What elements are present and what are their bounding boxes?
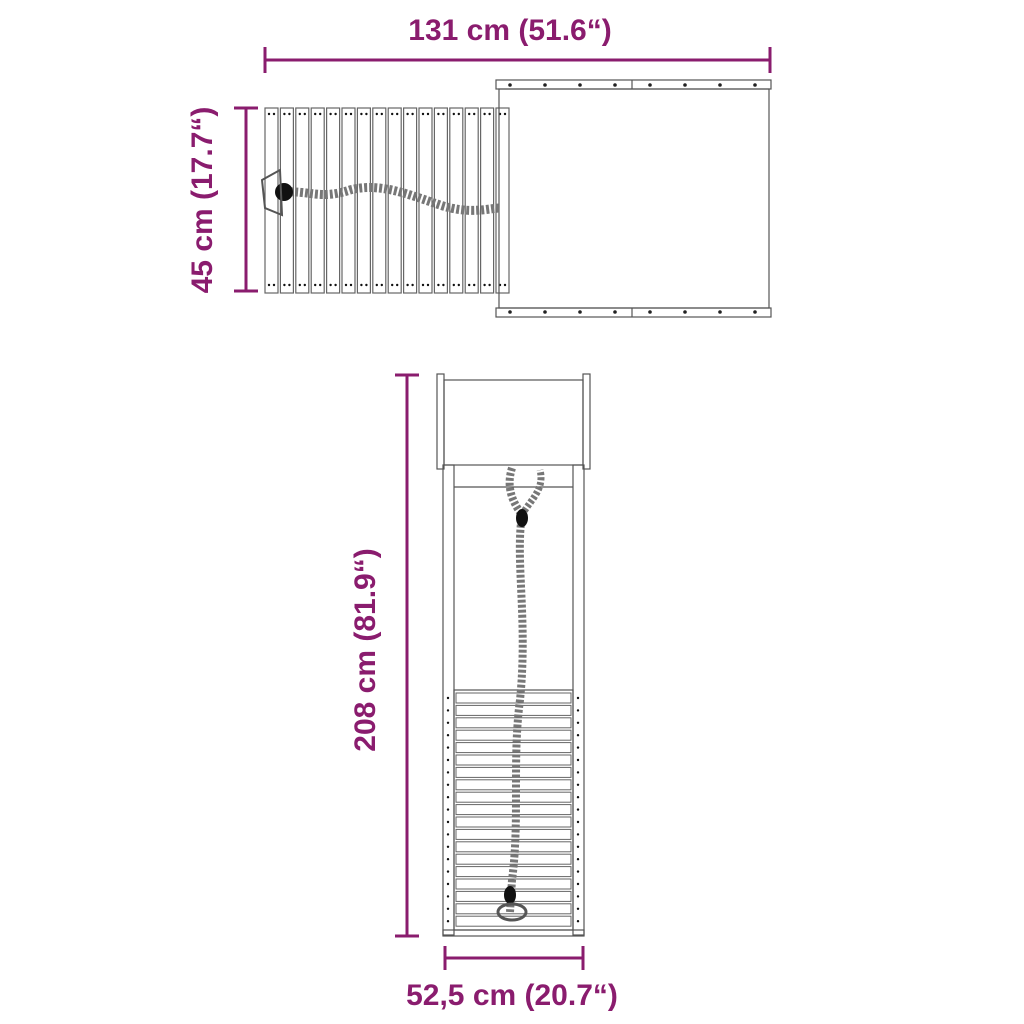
wall-slat	[264, 107, 279, 294]
wall-slat	[449, 107, 464, 294]
wall-slat	[341, 107, 356, 294]
wall-slat	[480, 107, 495, 294]
top-width-label: 131 cm (51.6“)	[408, 14, 611, 47]
wall-slat	[495, 107, 510, 294]
height-dimension	[395, 373, 419, 938]
wall-slat	[356, 107, 371, 294]
wall-slat	[310, 107, 325, 294]
top-view-platform	[495, 79, 772, 318]
front-width-dimension	[443, 946, 585, 970]
top-width-dimension	[263, 47, 772, 73]
wall-slat	[387, 107, 402, 294]
top-depth-label: 45 cm (17.7“)	[186, 107, 219, 294]
wall-slat	[464, 107, 479, 294]
rope-handle-icon	[275, 183, 293, 201]
wall-slat	[455, 742, 572, 754]
platform-bolts	[508, 83, 757, 314]
wall-slat	[455, 828, 572, 840]
top-depth-dimension	[234, 106, 258, 293]
top-view-climbing-wall	[264, 107, 510, 294]
wall-slat	[455, 704, 572, 716]
top-view-rope	[260, 168, 501, 217]
front-view-rope	[496, 466, 545, 922]
wall-slat	[455, 853, 572, 865]
front-width-label: 52,5 cm (20.7“)	[406, 979, 618, 1012]
front-view-structure	[436, 373, 591, 937]
wall-slat	[295, 107, 310, 294]
wall-slat	[455, 717, 572, 729]
wall-slat	[326, 107, 341, 294]
wall-slat	[433, 107, 448, 294]
wall-slat	[455, 692, 572, 704]
height-label: 208 cm (81.9“)	[349, 548, 382, 751]
wall-slat	[372, 107, 387, 294]
wall-slat	[403, 107, 418, 294]
